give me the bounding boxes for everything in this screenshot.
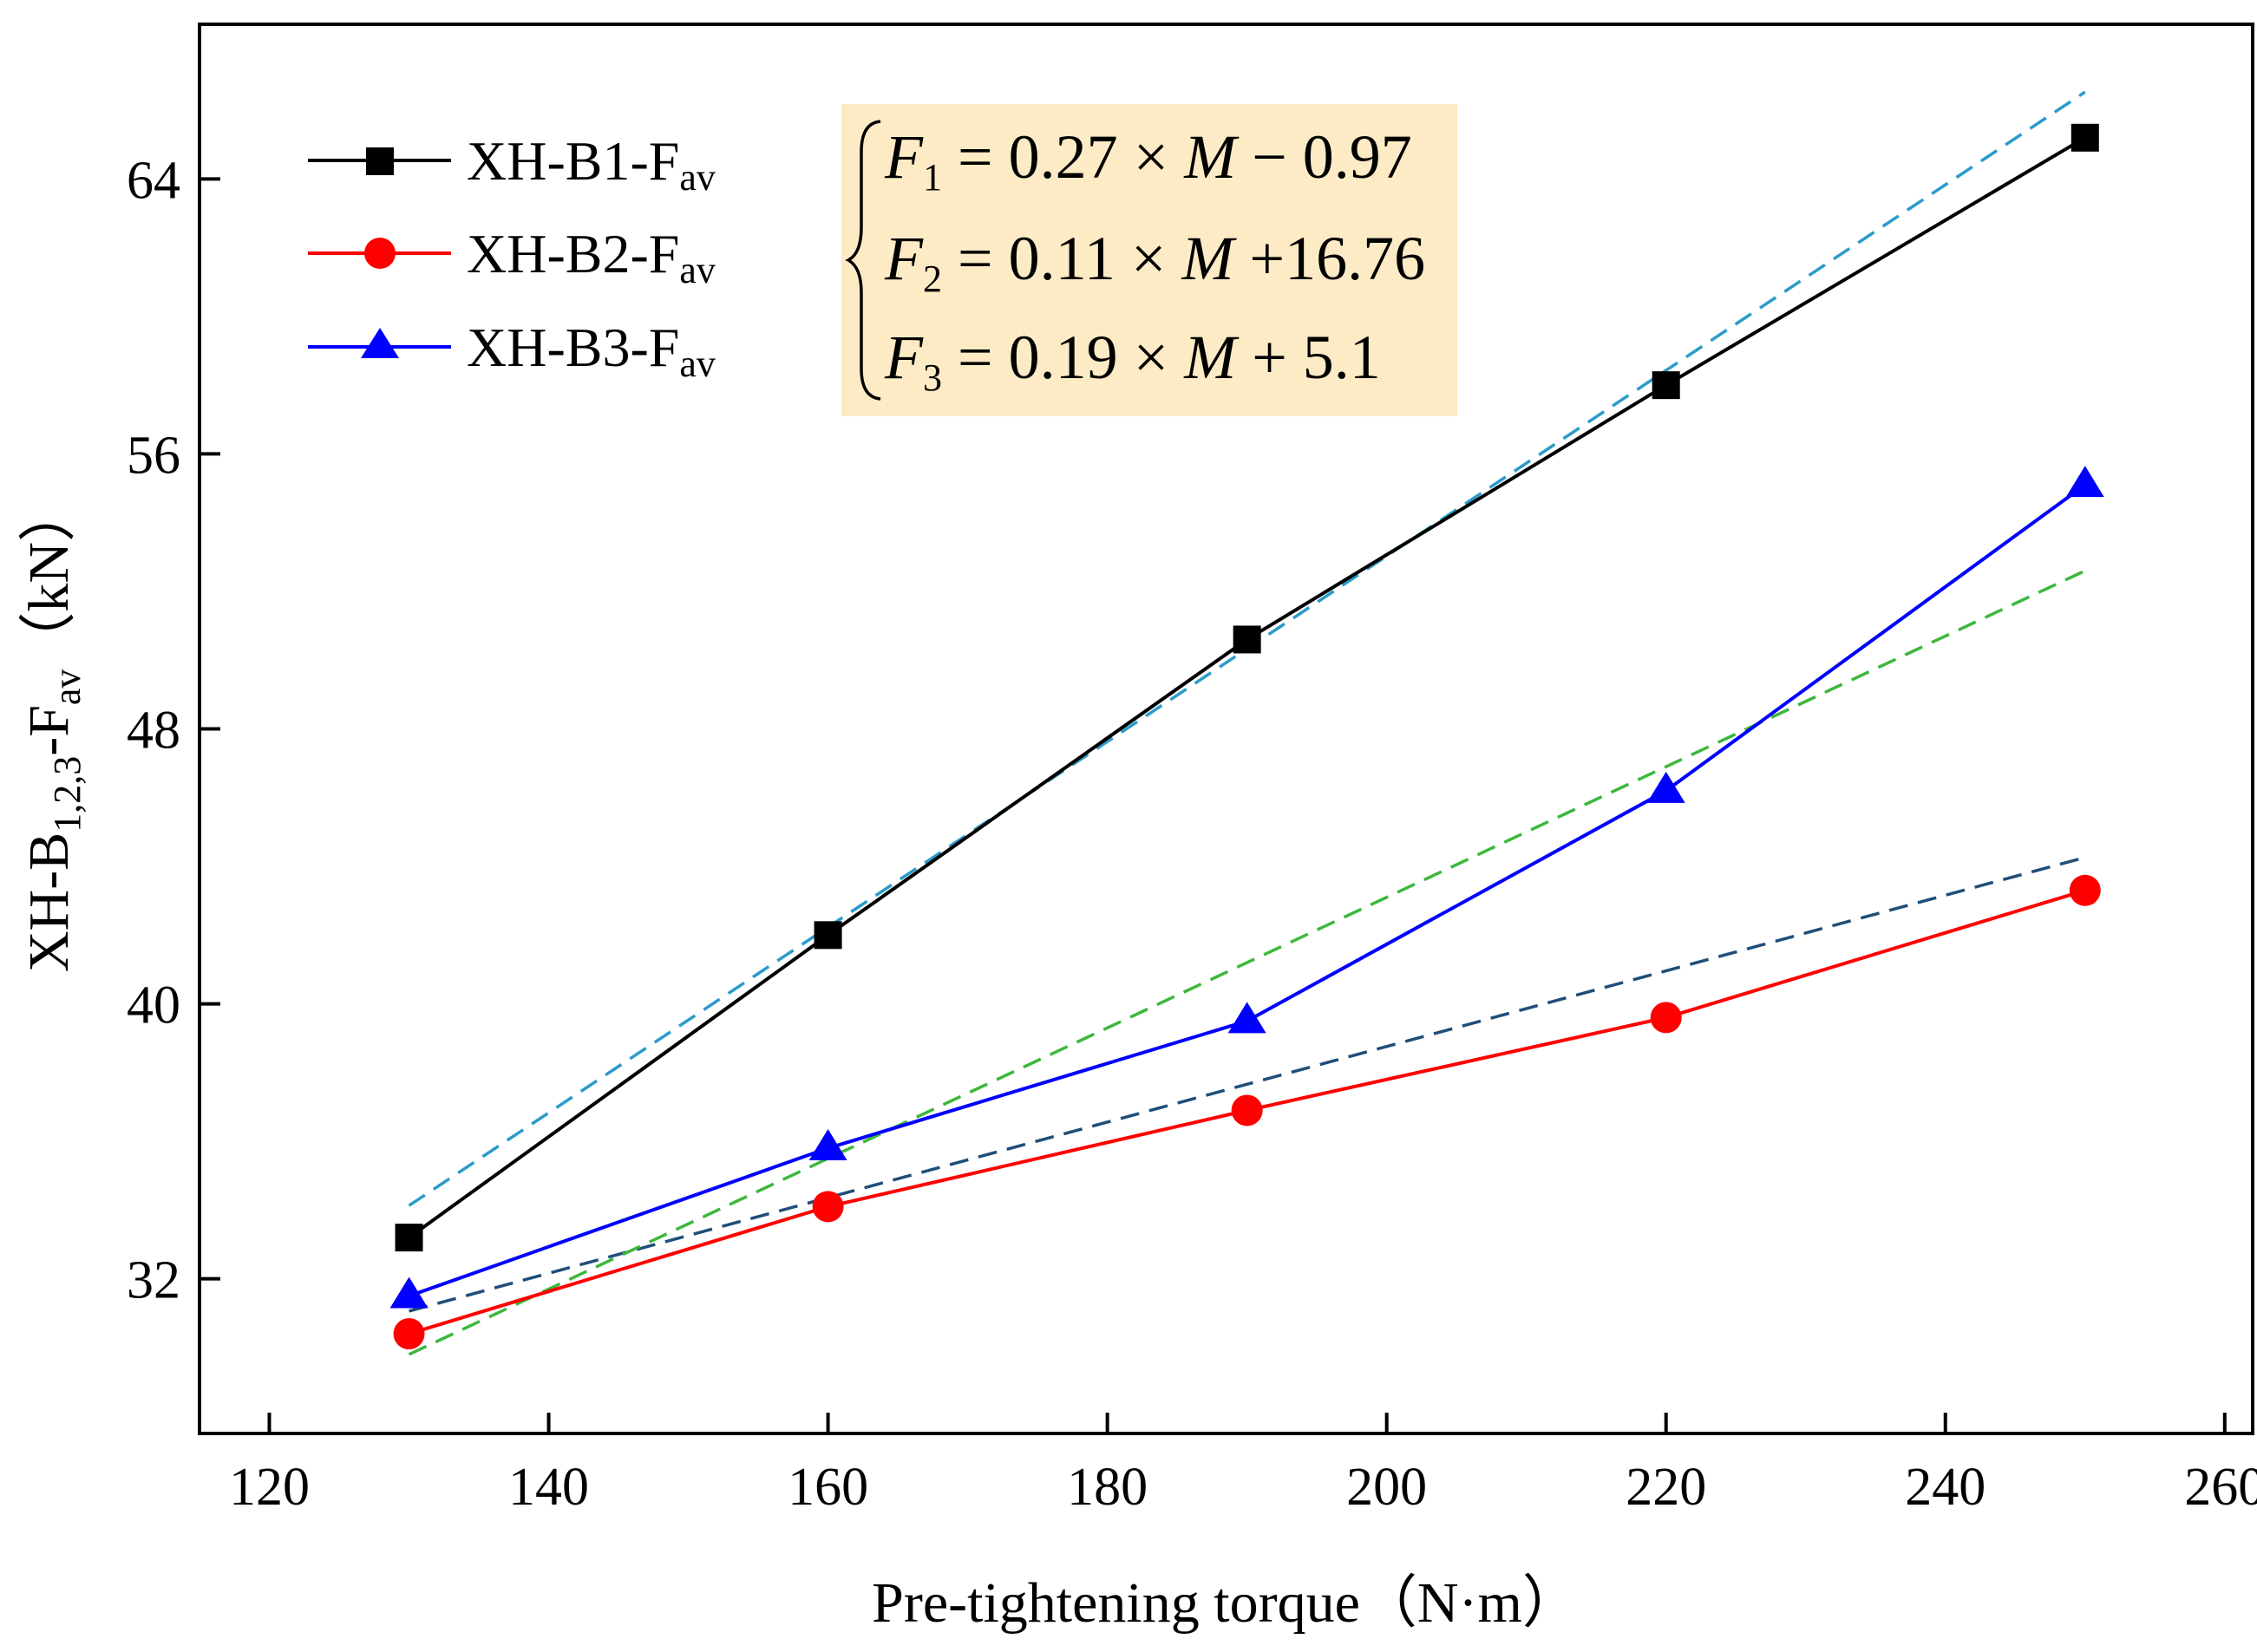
data-point-b2-220 [1650, 1002, 1682, 1034]
data-point-b1-220 [1652, 371, 1680, 400]
data-point-b3-220 [1646, 771, 1685, 803]
equation-3: F3 = 0.19 × M + 5.1 [884, 323, 1381, 399]
series-line-b3 [408, 483, 2086, 1298]
y-tick-label-40: 40 [127, 976, 180, 1035]
data-point-b1-250 [2071, 123, 2099, 152]
data-point-b3-190 [1227, 1002, 1266, 1034]
legend-marker-triangle [361, 328, 399, 358]
y-axis-title-mid: -F [17, 705, 81, 756]
equation-box-background [841, 104, 1457, 416]
x-tick-label-120: 120 [229, 1458, 310, 1517]
data-point-b2-130 [393, 1318, 425, 1350]
y-tick-label-56: 56 [127, 426, 180, 485]
y-axis-title-sub2: av [46, 669, 88, 706]
legend-item-b3: XH-B3-Fav [308, 317, 716, 385]
equation-2: F2 = 0.11 × M +16.76 [884, 224, 1425, 300]
legend-label-b3: XH-B3-Fav [467, 317, 716, 385]
legend-marker-square [366, 147, 394, 175]
legend-label-b2: XH-B2-Fav [467, 223, 716, 291]
y-axis-title-sub: 1,2,3 [46, 756, 88, 833]
equation-1: F1 = 0.27 × M − 0.97 [884, 122, 1412, 199]
x-tick-label-140: 140 [508, 1458, 589, 1517]
equation-brace [845, 120, 881, 401]
x-tick-label-220: 220 [1626, 1458, 1706, 1517]
y-axis-title-prefix: XH-B [17, 833, 81, 972]
legend-item-b2: XH-B2-Fav [308, 223, 716, 291]
equation-box: F1 = 0.27 × M − 0.97 F2 = 0.11 × M +16.7… [841, 104, 1457, 416]
data-point-b1-190 [1233, 625, 1261, 654]
x-axis: 120 140 160 180 200 220 240 260 [229, 1413, 2257, 1517]
data-point-b2-160 [812, 1191, 844, 1223]
legend: XH-B1-Fav XH-B2-Fav XH-B3-Fav [308, 130, 716, 385]
legend-item-b1: XH-B1-Fav [308, 130, 716, 199]
data-point-b2-190 [1231, 1094, 1263, 1126]
fit-line-f2 [409, 856, 2086, 1313]
data-point-b3-160 [808, 1129, 847, 1161]
fit-line-f3 [408, 569, 2086, 1356]
data-point-b2-250 [2069, 874, 2101, 906]
legend-label-b1: XH-B1-Fav [467, 130, 716, 199]
data-point-b1-160 [814, 921, 842, 950]
x-tick-label-200: 200 [1346, 1458, 1427, 1517]
x-tick-label-160: 160 [788, 1458, 868, 1517]
x-tick-label-260: 260 [2184, 1458, 2257, 1517]
x-axis-title: Pre-tightening torque（N·m） [872, 1571, 1580, 1635]
legend-marker-circle [364, 238, 396, 269]
y-axis-title-suffix: （kN） [17, 485, 81, 669]
y-axis-title: XH-B1,2,3-Fav（kN） [17, 485, 88, 972]
y-axis: 32 40 48 56 64 [127, 151, 220, 1310]
x-tick-label-180: 180 [1067, 1458, 1148, 1517]
data-point-b3-130 [389, 1277, 429, 1309]
data-point-b1-130 [395, 1224, 423, 1252]
y-tick-label-48: 48 [127, 702, 180, 761]
y-tick-label-64: 64 [127, 151, 180, 210]
y-tick-label-32: 32 [127, 1251, 180, 1310]
x-tick-label-240: 240 [1905, 1458, 1986, 1517]
data-markers [389, 123, 2104, 1350]
data-point-b3-250 [2065, 466, 2104, 498]
